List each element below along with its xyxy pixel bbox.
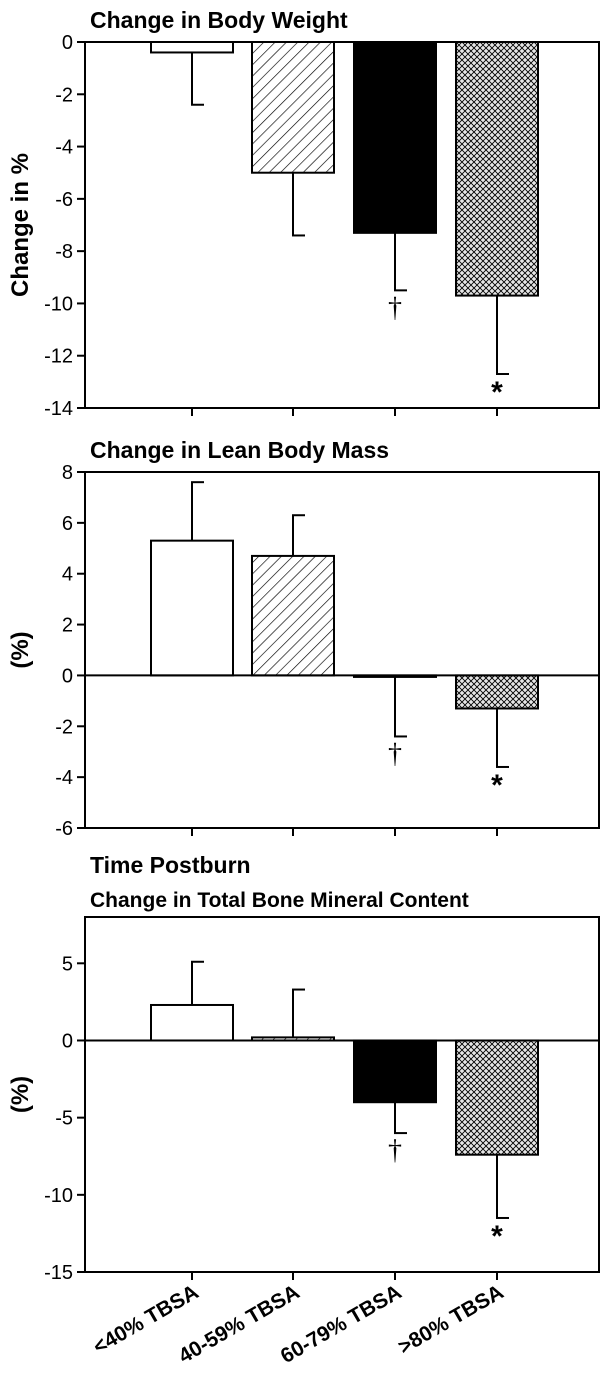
- bar-2: [251, 41, 335, 174]
- chart-panel-1: Change in Body Weight Change in % † * 0 -2 -4 -…: [7, 7, 600, 420]
- bar-2: [251, 554, 335, 677]
- x-tick-label: >80% TBSA: [394, 1280, 507, 1359]
- significance-dagger: †: [388, 1135, 402, 1166]
- y-tick-label: 0: [62, 32, 73, 54]
- chart-title: Change in Body Weight: [90, 7, 348, 33]
- y-tick-label: -4: [55, 767, 73, 789]
- y-tick-label: 4: [62, 564, 73, 586]
- significance-asterisk: *: [491, 1220, 503, 1253]
- y-axis-label: Change in %: [7, 153, 34, 297]
- y-tick-label: 0: [62, 665, 73, 687]
- y-tick-label: 8: [62, 462, 73, 484]
- y-tick-label: -4: [55, 137, 73, 159]
- y-tick-label: -8: [55, 241, 73, 263]
- significance-asterisk: *: [491, 376, 503, 409]
- chart-panel-2: Change in Lean Body Mass (%) † * 8 6 4 2 0 -2 -4 -6: [7, 437, 600, 840]
- chart-subtitle: Change in Total Bone Mineral Content: [90, 889, 469, 912]
- y-tick-label: -14: [44, 398, 73, 420]
- significance-asterisk: *: [491, 769, 503, 802]
- chart-title: Change in Lean Body Mass: [90, 437, 389, 463]
- bar-4: [455, 41, 539, 297]
- y-tick-label: 5: [62, 953, 73, 975]
- y-tick-label: -2: [55, 84, 73, 106]
- bar-1: [150, 539, 234, 677]
- significance-dagger: †: [388, 738, 402, 769]
- y-tick-label: 2: [62, 615, 73, 637]
- bar-1: [150, 41, 234, 54]
- chart-title: Time Postburn: [90, 852, 251, 878]
- y-tick-label: -6: [55, 189, 73, 211]
- y-tick-label: 6: [62, 513, 73, 535]
- y-tick-label: -6: [55, 818, 73, 840]
- plot-frame: [84, 471, 600, 829]
- bar-4: [455, 1039, 539, 1156]
- significance-dagger: †: [388, 292, 402, 323]
- plot-frame: [84, 41, 600, 409]
- y-axis-label: (%): [7, 1076, 34, 1113]
- y-tick-label: -15: [44, 1262, 73, 1284]
- y-tick-label: -2: [55, 716, 73, 738]
- bar-3: [353, 1039, 437, 1104]
- y-tick-label: -12: [44, 346, 73, 368]
- y-axis-label: (%): [7, 631, 34, 668]
- chart-panel-3: Time Postburn Change in Total Bone Minera…: [7, 852, 600, 1368]
- y-tick-label: -10: [44, 293, 73, 315]
- bar-4: [455, 674, 539, 710]
- y-tick-label: -5: [55, 1108, 73, 1130]
- bar-3: [353, 41, 437, 234]
- y-tick-label: 0: [62, 1030, 73, 1052]
- bar-1: [150, 1003, 234, 1042]
- y-tick-label: -10: [44, 1185, 73, 1207]
- plot-frame: [84, 916, 600, 1273]
